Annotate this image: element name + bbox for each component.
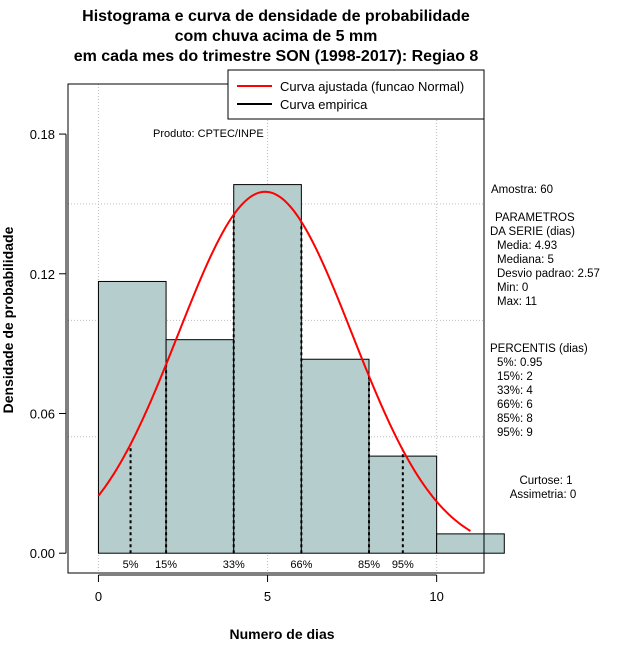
chart-title-line-1: Histograma e curva de densidade de proba…	[82, 8, 470, 25]
percentile-label-3: 66%	[290, 559, 312, 571]
percentil-33: 33%: 4	[497, 385, 533, 397]
percentis-title: PERCENTIS (dias)	[490, 343, 588, 355]
stats-panel: Amostra: 60 PARAMETROS DA SERIE (dias) M…	[490, 184, 600, 501]
x-axis: 0 5 10	[95, 574, 444, 604]
y-axis: 0.00 0.06 0.12 0.18	[30, 127, 67, 561]
y-tick-label-1: 0.06	[30, 406, 55, 421]
y-tick-label-0: 0.00	[30, 546, 55, 561]
x-tick-label-2: 10	[429, 589, 443, 604]
x-tick-label-0: 0	[95, 589, 102, 604]
params-title-2: DA SERIE (dias)	[490, 226, 575, 238]
histogram-bar-1	[165, 339, 235, 554]
param-max: Max: 11	[497, 296, 537, 308]
histogram-bar-2	[233, 184, 302, 554]
percentile-label-1: 15%	[155, 559, 177, 571]
percentile-label-0: 5%	[123, 559, 139, 571]
sample-size: Amostra: 60	[491, 184, 553, 196]
param-median: Mediana: 5	[497, 254, 554, 266]
percentil-5: 5%: 0.95	[497, 357, 542, 369]
percentile-label-5: 95%	[392, 559, 414, 571]
histogram-bars	[97, 184, 505, 554]
params-title-1: PARAMETROS	[495, 212, 575, 224]
histogram-bar-5	[436, 533, 505, 554]
y-tick-label-2: 0.12	[30, 267, 55, 282]
y-axis-title: Densidade de probabilidade	[0, 226, 16, 413]
normal-curve-group	[97, 190, 472, 532]
x-axis-title: Numero de dias	[229, 626, 334, 642]
percentile-label-4: 85%	[358, 559, 380, 571]
param-sd: Desvio padrao: 2.57	[497, 268, 600, 280]
legend-label-empirical: Curva empirica	[280, 97, 368, 112]
x-tick-label-1: 5	[264, 589, 271, 604]
legend-label-normal: Curva ajustada (funcao Normal)	[280, 79, 464, 94]
param-mean: Media: 4.93	[497, 240, 557, 252]
percentil-85: 85%: 8	[497, 413, 533, 425]
param-min: Min: 0	[497, 282, 528, 294]
percentile-label-2: 33%	[223, 559, 245, 571]
percentil-66: 66%: 6	[497, 399, 533, 411]
percentil-15: 15%: 2	[497, 371, 533, 383]
normal-fit-curve	[97, 190, 472, 532]
kurtosis: Curtose: 1	[519, 475, 572, 487]
product-annotation: Produto: CPTEC/INPE	[153, 128, 264, 140]
chart-title-line-3: em cada mes do trimestre SON (1998-2017)…	[74, 48, 479, 65]
legend-box	[227, 69, 485, 120]
histogram-bar-3	[300, 358, 370, 554]
histogram-bar-0	[97, 280, 167, 554]
percentile-markers: 5% 15% 33% 66% 85% 95%	[123, 214, 414, 571]
percentil-95: 95%: 9	[497, 427, 533, 439]
legend: Curva ajustada (funcao Normal) Curva emp…	[227, 69, 485, 120]
skewness: Assimetria: 0	[510, 489, 576, 501]
y-tick-label-3: 0.18	[30, 127, 55, 142]
chart-title-line-2: com chuva acima de 5 mm	[175, 28, 378, 45]
